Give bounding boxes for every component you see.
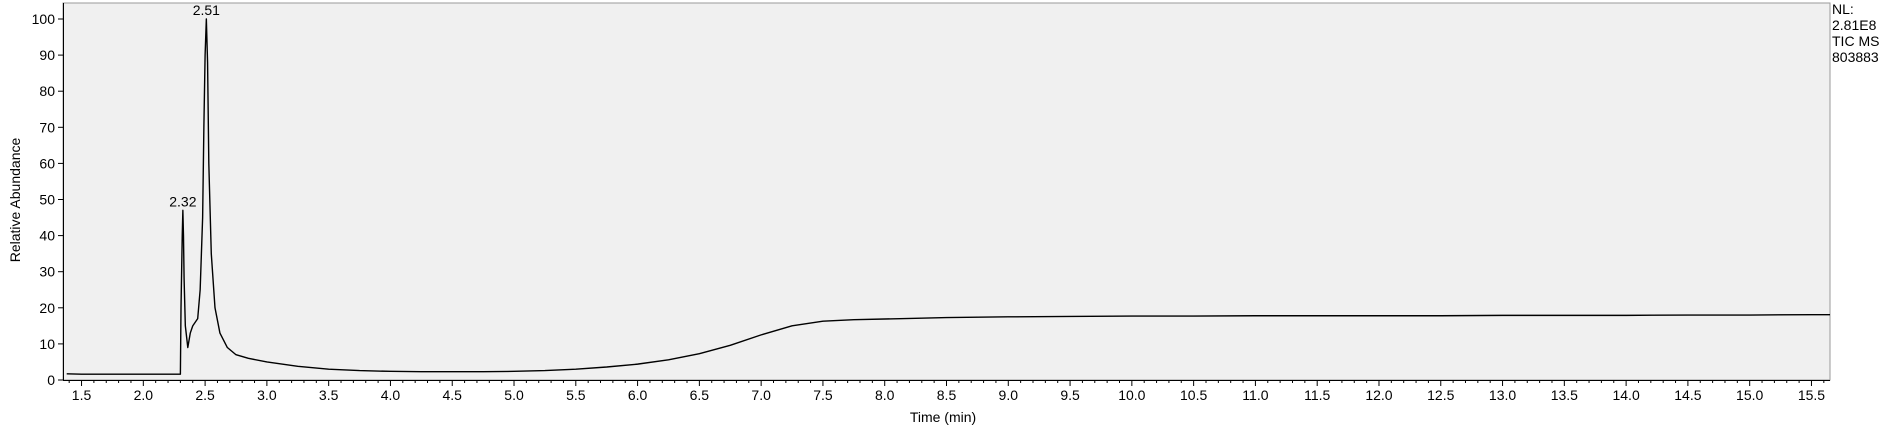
y-tick-label: 50 <box>39 192 55 208</box>
y-tick-label: 100 <box>32 11 56 27</box>
x-tick-label: 6.0 <box>628 387 648 403</box>
x-tick-label: 2.5 <box>195 387 215 403</box>
x-tick-label: 12.0 <box>1365 387 1392 403</box>
x-tick-label: 3.5 <box>319 387 339 403</box>
y-tick-label: 20 <box>39 300 55 316</box>
x-tick-label: 10.0 <box>1118 387 1145 403</box>
x-tick-label: 7.0 <box>751 387 771 403</box>
x-tick-label: 5.5 <box>566 387 586 403</box>
y-tick-label: 60 <box>39 155 55 171</box>
y-tick-label: 30 <box>39 264 55 280</box>
x-tick-label: 9.5 <box>1060 387 1080 403</box>
x-tick-label: 13.5 <box>1551 387 1578 403</box>
x-axis-ticks: 1.5 2.0 2.5 3.0 3.5 4.0 4.5 5.0 5.5 6.0 6.5 7.0 7.5 8… <box>68 380 1825 403</box>
y-tick-label: 10 <box>39 336 55 352</box>
x-tick-label: 8.0 <box>875 387 895 403</box>
x-tick-label: 9.0 <box>999 387 1019 403</box>
x-tick-label: 5.0 <box>504 387 524 403</box>
info-line: 803883 <box>1832 49 1879 65</box>
plot-area <box>62 2 1831 381</box>
x-tick-label: 11.5 <box>1304 387 1330 403</box>
x-tick-label: 2.0 <box>134 387 154 403</box>
y-tick-label: 80 <box>39 83 55 99</box>
info-line: 2.81E8 <box>1832 17 1877 33</box>
y-tick-label: 40 <box>39 228 55 244</box>
x-tick-label: 10.5 <box>1180 387 1207 403</box>
x-tick-label: 13.0 <box>1489 387 1516 403</box>
peak-label: 2.51 <box>193 2 220 18</box>
x-tick-label: 3.0 <box>257 387 277 403</box>
x-tick-label: 15.5 <box>1798 387 1825 403</box>
x-tick-label: 14.5 <box>1674 387 1701 403</box>
x-tick-label: 1.5 <box>72 387 92 403</box>
x-tick-label: 8.5 <box>937 387 957 403</box>
x-tick-label: 4.5 <box>442 387 462 403</box>
y-tick-label: 90 <box>39 47 55 63</box>
x-axis-title: Time (min) <box>910 409 976 425</box>
y-tick-label: 70 <box>39 119 55 135</box>
peak-labels: 2.32 2.51 <box>169 2 220 209</box>
info-line: TIC MS <box>1832 33 1879 49</box>
y-axis-title: Relative Abundance <box>7 138 23 263</box>
peak-label: 2.32 <box>169 193 196 209</box>
x-tick-label: 12.5 <box>1427 387 1454 403</box>
x-tick-label: 4.0 <box>381 387 401 403</box>
y-tick-label: 0 <box>47 372 55 388</box>
x-tick-label: 11.0 <box>1242 387 1268 403</box>
info-line: NL: <box>1832 1 1854 17</box>
x-tick-label: 14.0 <box>1612 387 1639 403</box>
tic-trace-line <box>66 18 1830 375</box>
x-tick-label: 15.0 <box>1736 387 1763 403</box>
x-tick-label: 6.5 <box>690 387 710 403</box>
x-tick-label: 7.5 <box>813 387 833 403</box>
y-axis-ticks: 0 10 20 30 40 50 60 70 80 90 100 <box>32 11 63 388</box>
